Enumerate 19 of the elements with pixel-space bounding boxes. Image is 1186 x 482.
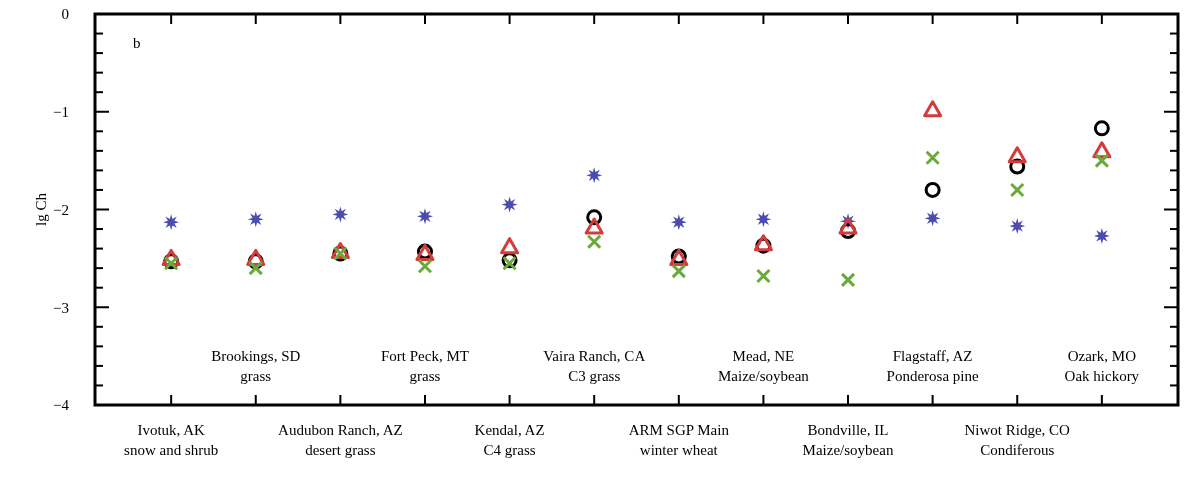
x-tick-label: Fort Peck, MT grass [381, 348, 469, 384]
y-tick-label: 0 [61, 6, 69, 23]
x-tick-label: Flagstaff, AZ Ponderosa pine [886, 348, 979, 384]
x-tick-label: Niwot Ridge, CO Condiferous [964, 422, 1071, 458]
x-tick-label: Mead, NE Maize/soybean [718, 348, 810, 384]
y-axis-title: lg Ch [33, 192, 49, 226]
x-tick-label: Ivotuk, AK snow and shrub [124, 422, 219, 458]
annotation: b [133, 35, 141, 51]
y-tick-label: −3 [53, 299, 69, 316]
y-tick-label: −1 [53, 104, 69, 120]
x-tick-label: Kendal, AZ C4 grass [474, 422, 545, 458]
x-tick-label: ARM SGP Main winter wheat [628, 422, 730, 458]
y-tick-label: −2 [53, 201, 69, 218]
x-tick-label: Ozark, MO Oak hickory [1064, 348, 1140, 384]
x-tick-label: Brookings, SD grass [211, 348, 301, 384]
x-tick-label: Vaira Ranch, CA C3 grass [543, 348, 646, 384]
x-tick-label: Bondville, IL Maize/soybean [802, 422, 894, 458]
y-tick-label: −4 [53, 397, 70, 414]
x-tick-label: Audubon Ranch, AZ desert grass [278, 422, 403, 458]
